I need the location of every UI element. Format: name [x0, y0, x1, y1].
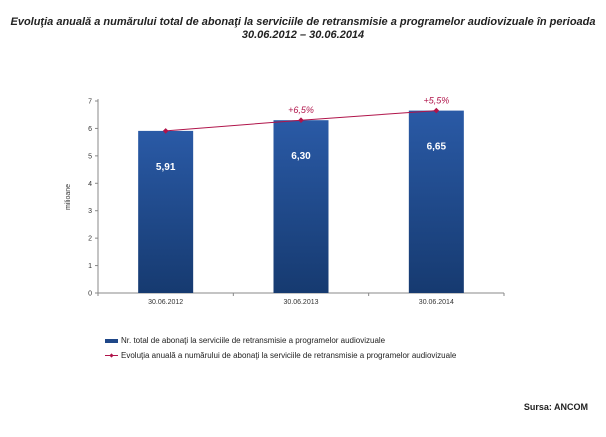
bar-value-label: 6,30 [291, 151, 311, 162]
line-point [433, 107, 440, 114]
y-tick-label: 5 [88, 153, 92, 160]
legend-line-label: Evoluţia anuală a numărului de abonaţi l… [121, 351, 457, 360]
bar [273, 120, 329, 293]
y-tick-label: 1 [88, 263, 92, 270]
bar [138, 130, 194, 293]
x-tick-label: 30.06.2013 [283, 299, 318, 306]
y-tick-label: 4 [88, 181, 92, 188]
chart-title-line2: 30.06.2012 – 30.06.2014 [241, 29, 365, 41]
legend-item-line: Evoluţia anuală a numărului de abonaţi l… [105, 351, 456, 360]
line-point [162, 128, 169, 134]
growth-annotation: +6,5% [288, 105, 314, 115]
y-tick-label: 3 [88, 208, 92, 215]
bar-value-label: 6,65 [427, 142, 447, 153]
legend-bar-label: Nr. total de abonaţi la serviciile de re… [121, 336, 386, 345]
line-point [298, 117, 304, 124]
x-tick-label: 30.06.2012 [148, 299, 183, 306]
chart-title: Evoluţia anuală a numărului total de abo… [0, 16, 606, 42]
y-tick-label: 0 [88, 291, 92, 298]
y-tick-label: 7 [88, 99, 92, 106]
legend-item-bars: Nr. total de abonaţi la serviciile de re… [105, 336, 385, 345]
legend-bar-swatch [105, 338, 118, 343]
growth-annotation: +5,5% [423, 96, 449, 106]
y-tick-label: 6 [88, 126, 92, 133]
legend-line-swatch [105, 351, 118, 360]
source-note: Sursa: ANCOM [523, 402, 588, 412]
chart-title-line1: Evoluţia anuală a numărului total de abo… [10, 16, 596, 28]
chart-line-series: +6,5% +5,5% [162, 96, 449, 134]
chart-bars: 5,91 6,30 6,65 [138, 110, 464, 293]
bar-value-label: 5,91 [156, 162, 176, 173]
y-tick-label: 2 [88, 236, 92, 243]
x-tick-label: 30.06.2014 [419, 299, 454, 306]
y-axis-label: milioane [65, 184, 72, 210]
bar [408, 110, 464, 293]
